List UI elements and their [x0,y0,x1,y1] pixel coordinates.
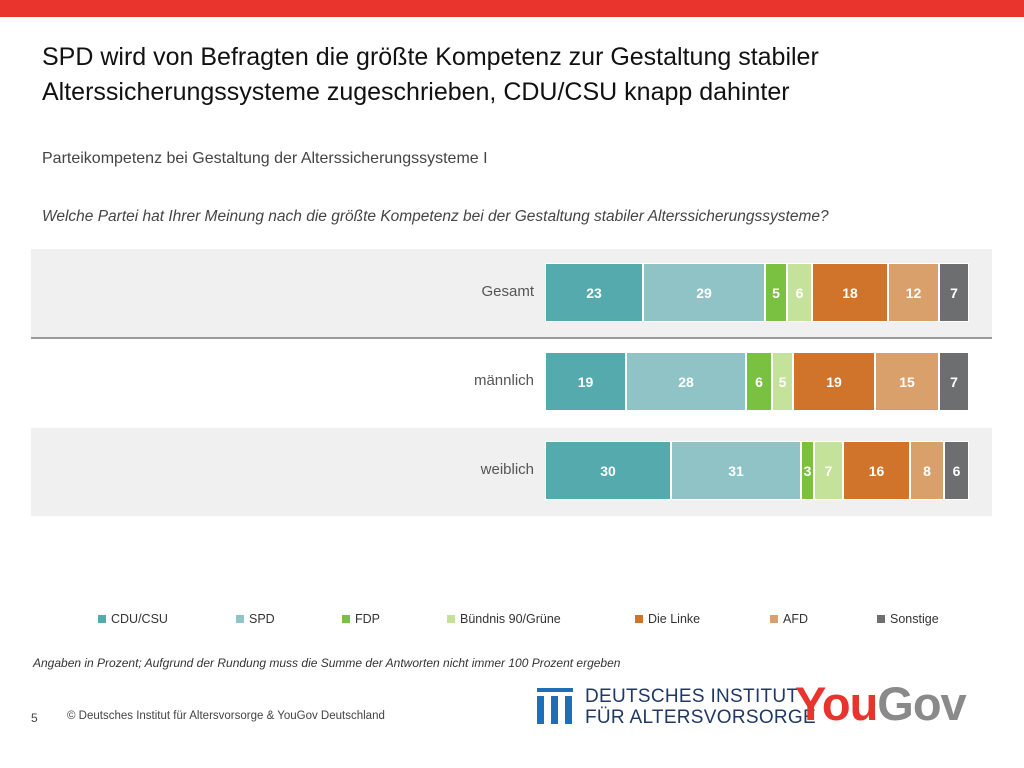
yougov-logo-you: You [795,677,878,730]
legend-item-afd: AFD [770,612,808,626]
bar-segment-gesamt-die-linke: 18 [812,263,888,322]
legend-item-die-linke: Die Linke [635,612,700,626]
legend-swatch [877,615,885,623]
yougov-logo-gov: Gov [877,677,966,730]
bar-segment-weiblich-afd: 8 [910,441,944,500]
legend-label: FDP [355,612,380,626]
bar-segment-weiblich-fdp: 3 [801,441,814,500]
legend-label: AFD [783,612,808,626]
legend-item-sonstige: Sonstige [877,612,939,626]
legend-swatch [447,615,455,623]
legend-swatch [98,615,106,623]
bar-segment-gesamt-afd: 12 [888,263,939,322]
legend-item-fdp: FDP [342,612,380,626]
legend-item-bündnis-90-grüne: Bündnis 90/Grüne [447,612,561,626]
bar-segment-gesamt-sonstige: 7 [939,263,969,322]
yougov-logo: YouGov [795,676,967,732]
page-title: SPD wird von Befragten die größte Kompet… [42,43,819,106]
legend-label: Bündnis 90/Grüne [460,612,561,626]
bar-segment-männlich-spd: 28 [626,352,746,411]
survey-question: Welche Partei hat Ihrer Meinung nach die… [42,208,829,225]
bar-segment-männlich-sonstige: 7 [939,352,969,411]
bar-segment-weiblich-bündnis-90-grüne: 7 [814,441,843,500]
legend-swatch [342,615,350,623]
bar-segment-gesamt-spd: 29 [643,263,765,322]
legend-label: Sonstige [890,612,939,626]
copyright-text: © Deutsches Institut für Altersvorsorge … [67,710,385,722]
top-accent-bar [0,0,1024,17]
legend-item-spd: SPD [236,612,275,626]
bar-segment-gesamt-bündnis-90-grüne: 6 [787,263,812,322]
dia-logo-line1: DEUTSCHES INSTITUT [585,686,799,707]
row-label-gesamt: Gesamt [481,283,534,300]
bar-segment-weiblich-sonstige: 6 [944,441,969,500]
bar-segment-gesamt-fdp: 5 [765,263,787,322]
legend-swatch [635,615,643,623]
bar-segment-weiblich-spd: 31 [671,441,801,500]
legend-swatch [770,615,778,623]
dia-logo: DEUTSCHES INSTITUT FÜR ALTERSVORSORGE [537,686,816,728]
bar-segment-männlich-afd: 15 [875,352,939,411]
bar-segment-weiblich-cdu-csu: 30 [545,441,671,500]
row-label-männlich: männlich [473,372,534,389]
bar-segment-gesamt-cdu-csu: 23 [545,263,643,322]
legend-label: SPD [249,612,275,626]
chart-legend: CDU/CSU SPD FDP Bündnis 90/Grüne Die Linke AF… [0,612,1024,632]
bar-segment-männlich-fdp: 6 [746,352,772,411]
footnote: Angaben in Prozent; Aufgrund der Rundung… [33,656,621,670]
chart-subtitle: Parteikompetenz bei Gestaltung der Alter… [42,150,488,167]
dia-logo-icon [537,688,573,724]
row-label-weiblich: weiblich [480,461,534,478]
bar-segment-männlich-die-linke: 19 [793,352,875,411]
legend-swatch [236,615,244,623]
legend-item-cdu-csu: CDU/CSU [98,612,168,626]
dia-logo-line2: FÜR ALTERSVORSORGE [585,707,816,728]
row-separator [31,337,992,339]
legend-label: CDU/CSU [111,612,168,626]
legend-label: Die Linke [648,612,701,626]
bar-segment-weiblich-die-linke: 16 [843,441,910,500]
bar-segment-männlich-bündnis-90-grüne: 5 [772,352,793,411]
page-number: 5 [31,711,38,725]
bar-segment-männlich-cdu-csu: 19 [545,352,626,411]
